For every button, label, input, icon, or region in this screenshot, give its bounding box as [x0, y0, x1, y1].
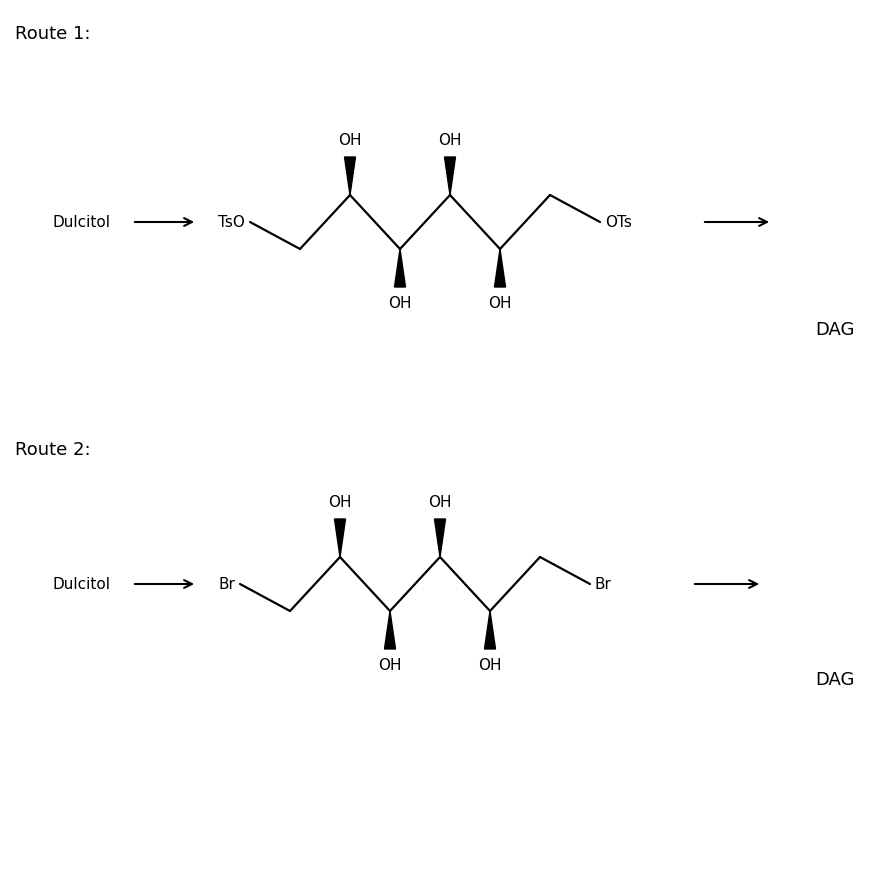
- Text: DAG: DAG: [815, 321, 855, 339]
- Text: OTs: OTs: [605, 215, 632, 229]
- Text: OH: OH: [378, 658, 401, 673]
- Text: Dulcitol: Dulcitol: [53, 576, 111, 591]
- Text: OH: OH: [478, 658, 502, 673]
- Text: OH: OH: [428, 495, 452, 510]
- Polygon shape: [344, 157, 356, 195]
- Text: OH: OH: [488, 296, 512, 311]
- Polygon shape: [394, 249, 406, 287]
- Polygon shape: [495, 249, 505, 287]
- Text: DAG: DAG: [815, 671, 855, 689]
- Polygon shape: [334, 519, 346, 557]
- Text: Br: Br: [595, 576, 612, 591]
- Text: OH: OH: [339, 133, 362, 148]
- Text: TsO: TsO: [218, 215, 245, 229]
- Text: Br: Br: [218, 576, 235, 591]
- Polygon shape: [485, 611, 495, 649]
- Text: OH: OH: [328, 495, 352, 510]
- Text: OH: OH: [438, 133, 461, 148]
- Text: Route 1:: Route 1:: [15, 25, 90, 43]
- Polygon shape: [435, 519, 445, 557]
- Text: Dulcitol: Dulcitol: [53, 215, 111, 229]
- Text: OH: OH: [388, 296, 412, 311]
- Polygon shape: [384, 611, 395, 649]
- Polygon shape: [444, 157, 455, 195]
- Text: Route 2:: Route 2:: [15, 441, 90, 459]
